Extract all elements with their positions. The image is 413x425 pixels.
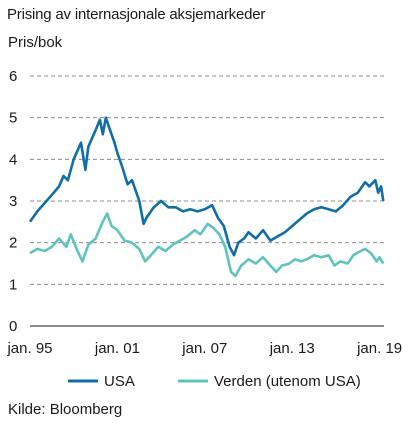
y-tick-label: 2 (9, 235, 17, 252)
y-tick-labels: 0 1 2 3 4 5 6 (9, 68, 17, 335)
x-tick-label: jan. 95 (6, 340, 52, 357)
y-tick-label: 4 (9, 151, 17, 168)
y-tick-label: 3 (9, 193, 17, 210)
gridlines (30, 75, 384, 327)
y-axis-label: Pris/bok (8, 34, 63, 51)
series-line (29, 212, 385, 278)
x-tick-labels: jan. 95 jan. 01 jan. 07 jan. 13 jan. 19 (6, 340, 402, 357)
series-line (28, 116, 385, 257)
y-tick-label: 1 (9, 276, 17, 293)
x-tick-label: jan. 01 (94, 340, 140, 357)
x-tick-label: jan. 07 (181, 340, 227, 357)
chart-title: Prising av internasjonale aksjemarkeder (7, 6, 266, 23)
y-tick-label: 0 (9, 318, 17, 335)
series-lines (28, 116, 385, 278)
y-tick-label: 5 (9, 110, 17, 127)
x-tick-label: jan. 19 (356, 340, 402, 357)
legend-label: Verden (utenom USA) (214, 373, 361, 390)
y-tick-label: 6 (9, 68, 17, 85)
legend-label: USA (104, 373, 135, 390)
x-tick-label: jan. 13 (269, 340, 315, 357)
legend: USA Verden (utenom USA) (68, 373, 361, 390)
source-note: Kilde: Bloomberg (8, 401, 123, 418)
